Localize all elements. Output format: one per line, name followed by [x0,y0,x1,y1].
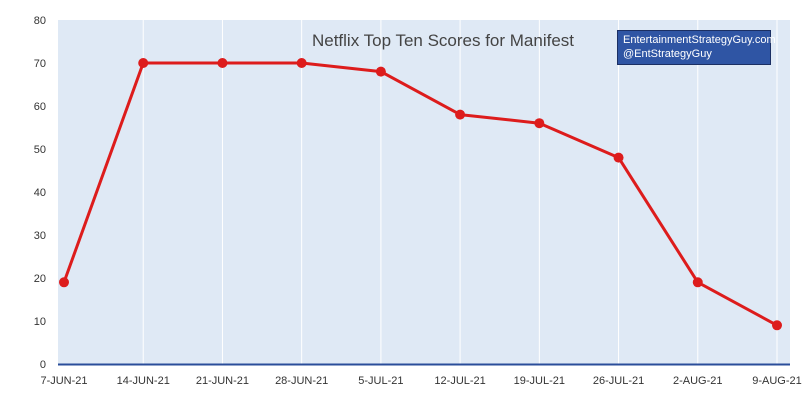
data-point [375,66,386,77]
x-tick-label: 2-AUG-21 [673,375,723,387]
x-tick-label: 19-JUL-21 [514,375,565,387]
y-tick-label: 40 [34,187,46,199]
x-tick-label: 28-JUN-21 [275,375,328,387]
data-point [772,320,782,331]
x-tick-label: 26-JUL-21 [593,375,644,387]
x-tick-label: 14-JUN-21 [117,375,170,387]
data-point [613,152,624,163]
data-point [534,118,545,129]
y-tick-label: 60 [34,101,46,113]
y-tick-label: 30 [34,230,46,242]
data-point [217,58,228,68]
chart-title: Netflix Top Ten Scores for Manifest [312,31,574,50]
credit-website: EntertainmentStrategyGuy.com [623,34,776,46]
x-axis-ticks: 7-JUN-21 14-JUN-21 21-JUN-21 28-JUN-21 5-JUL… [40,375,801,387]
credit-box: EntertainmentStrategyGuy.com @EntStrateg… [617,30,776,65]
gridlines [142,20,778,364]
y-tick-label: 10 [34,316,46,328]
y-tick-label: 50 [34,144,46,156]
x-tick-label: 7-JUN-21 [40,375,87,387]
x-tick-label: 21-JUN-21 [196,375,249,387]
x-tick-label: 5-JUL-21 [358,375,403,387]
y-tick-label: 0 [40,359,46,371]
data-point [138,58,149,68]
y-axis-ticks: 0 10 20 30 40 50 60 70 80 [34,15,46,371]
y-tick-label: 20 [34,273,46,285]
series-line [62,61,778,327]
data-point [59,277,69,288]
y-tick-label: 80 [34,15,46,27]
credit-handle: @EntStrategyGuy [623,48,712,60]
data-points [59,58,782,331]
data-point [692,277,703,288]
y-tick-label: 70 [34,58,46,70]
plot-background [58,20,790,364]
data-point [296,58,307,68]
x-tick-label: 9-AUG-21 [752,375,802,387]
x-tick-label: 12-JUL-21 [434,375,485,387]
data-point [455,109,466,120]
